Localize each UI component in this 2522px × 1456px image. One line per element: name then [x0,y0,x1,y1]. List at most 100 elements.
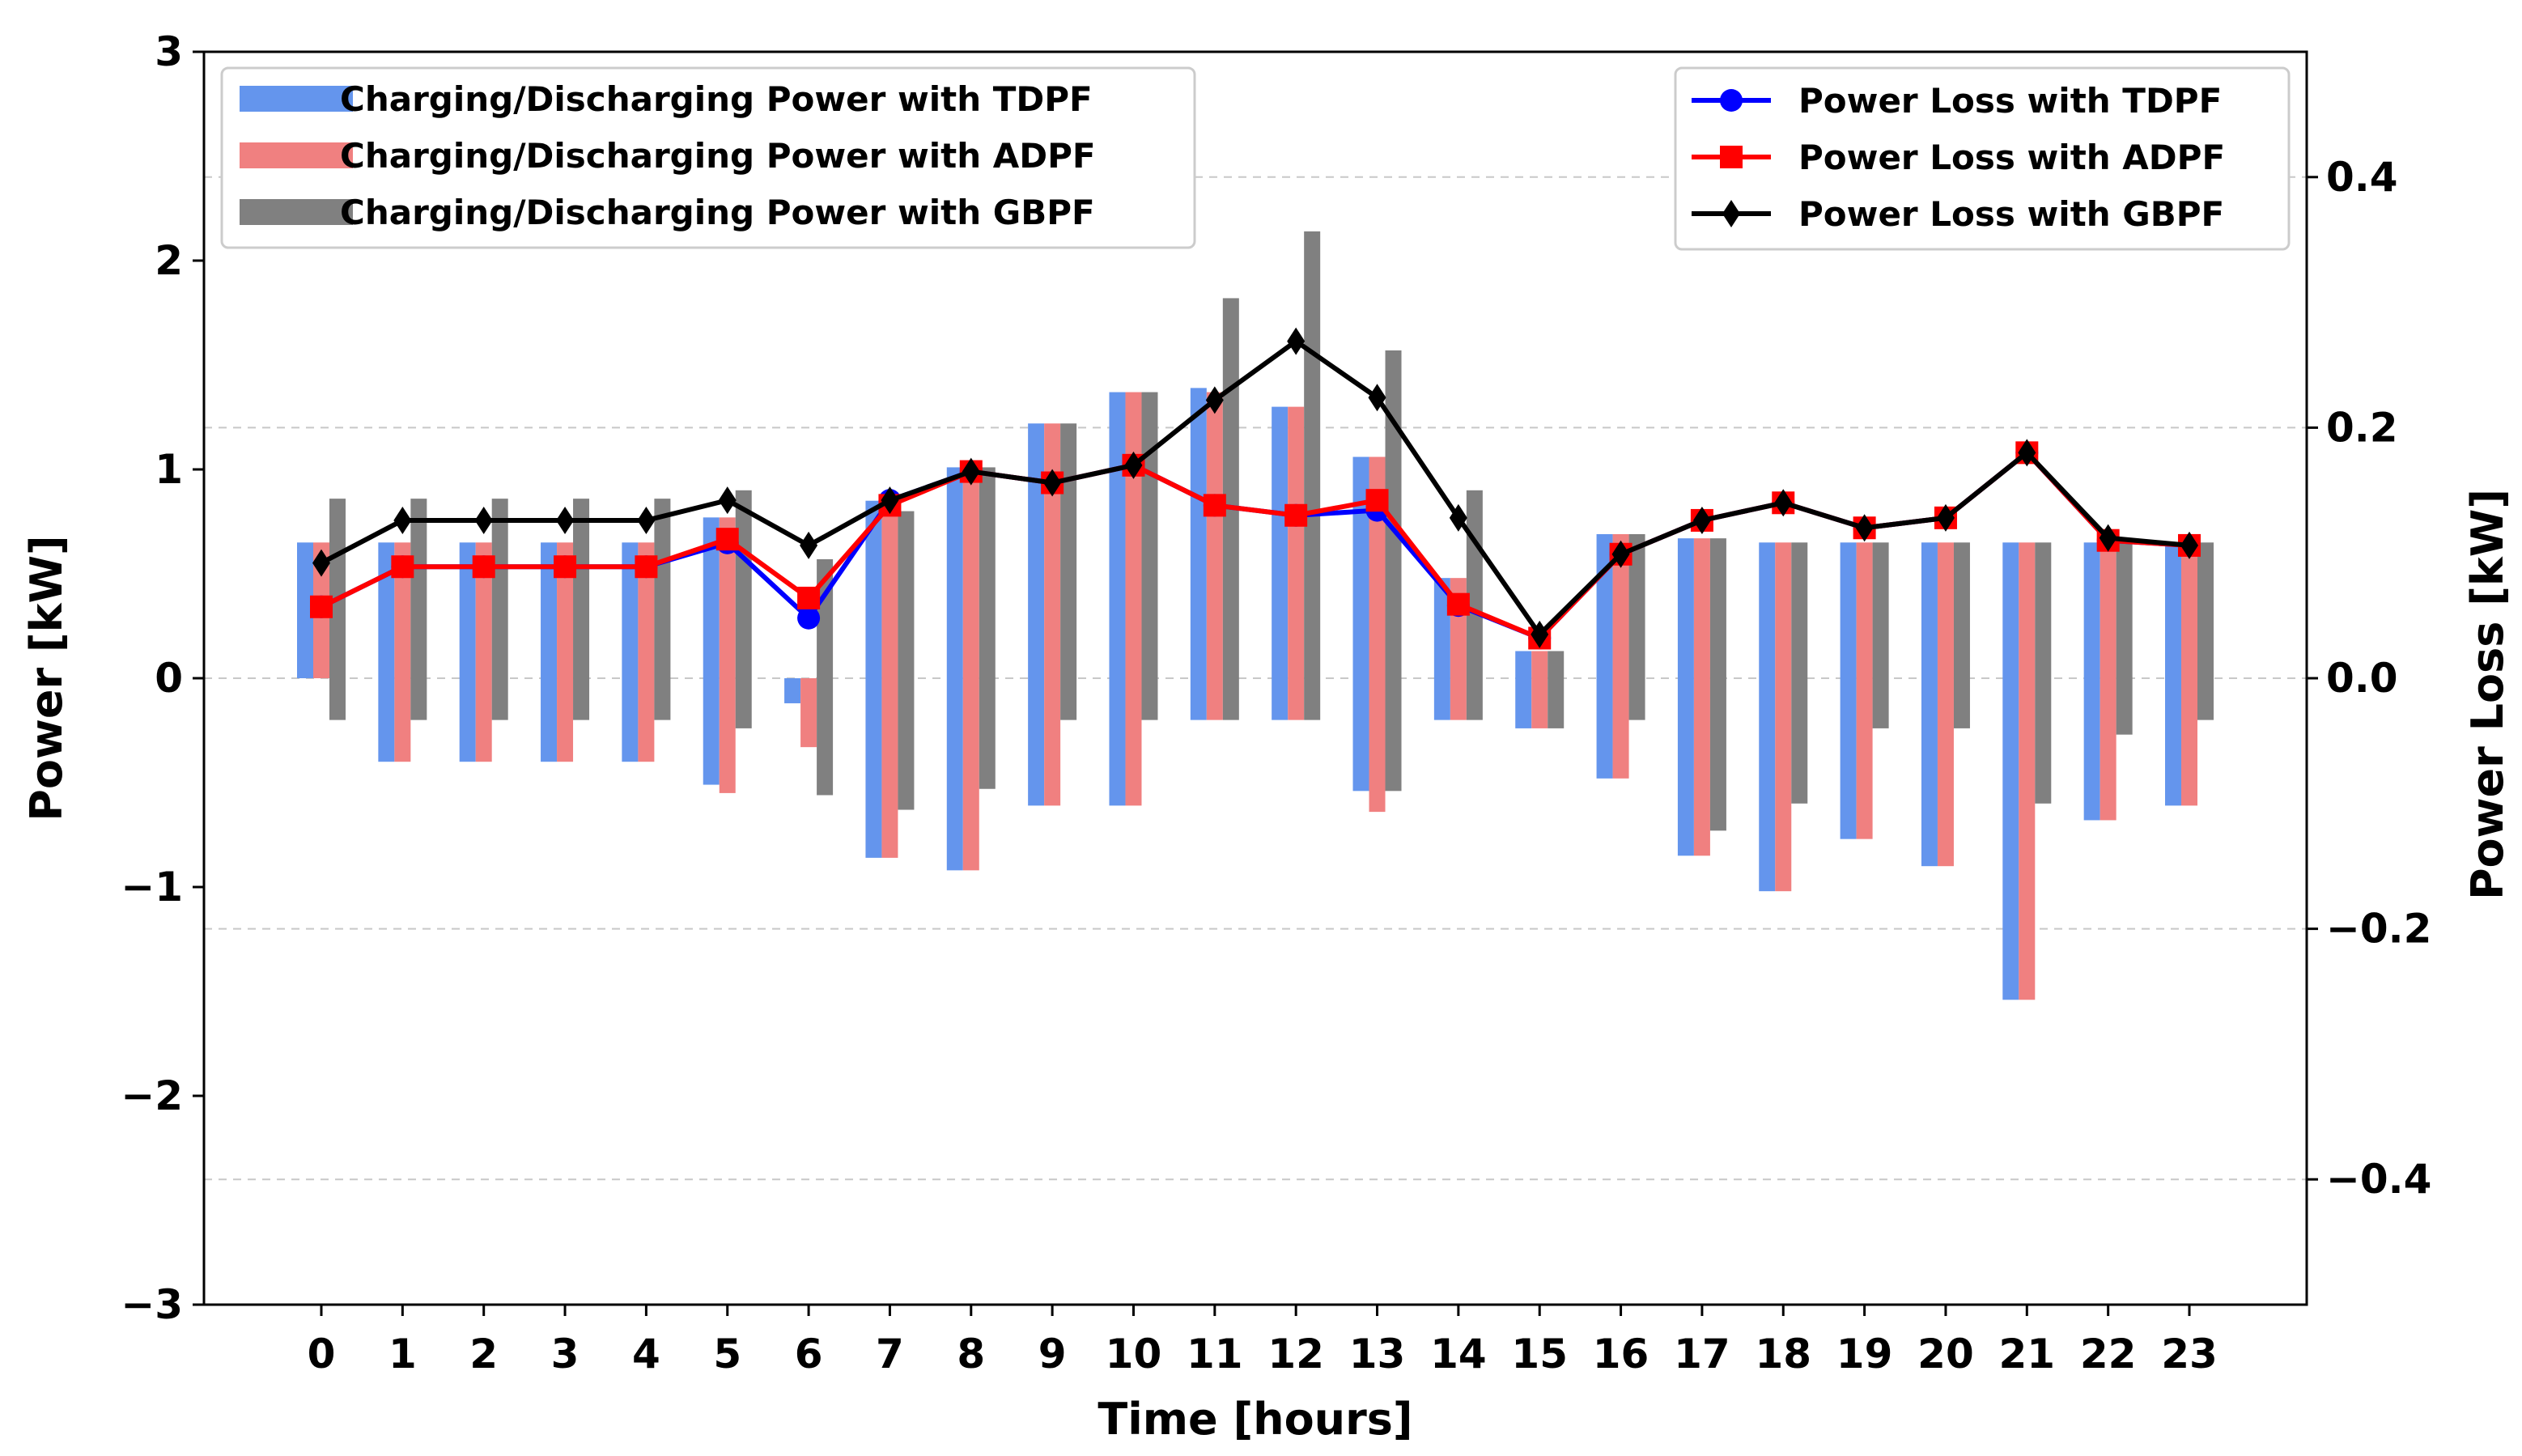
series-line [320,338,2190,637]
bar [1304,231,1321,720]
diamond-marker [2180,531,2198,559]
diamond-marker [1611,540,1630,568]
x-tick-label: 9 [1038,1331,1067,1377]
diamond-marker [1692,506,1711,534]
x-tick-label: 0 [308,1331,336,1377]
bar [1612,533,1629,779]
diamond-marker [1855,514,1874,542]
y-left-tick-label: 2 [155,237,183,284]
bar [2002,542,2019,1000]
bar [1109,392,1126,806]
y-axis-left-label: Power [kW] [21,535,72,821]
bar [1775,542,1792,892]
bar [475,542,492,762]
x-tick-label: 17 [1674,1331,1730,1377]
bar [1693,538,1710,856]
x-tick-label: 15 [1511,1331,1568,1377]
square-marker [1446,592,1470,616]
diamond-marker [1722,200,1740,227]
bar [297,542,313,678]
bar [1206,392,1223,720]
y-left-tick-label: 1 [155,446,183,493]
series-line [320,450,2190,641]
circle-marker [797,606,821,630]
diamond-marker [1124,451,1143,479]
diamond-marker [1287,327,1306,355]
diamond-marker [2018,439,2036,467]
legend-swatch [240,142,353,168]
bar [1141,392,1158,720]
square-marker [310,595,333,618]
bar [2116,542,2133,735]
bar [1044,423,1061,806]
y-left-tick-label: −2 [121,1072,183,1119]
y-right-tick-label: −0.4 [2326,1156,2431,1203]
bar-layer [297,231,2214,1000]
bar [1548,651,1565,728]
square-marker [391,555,414,579]
square-marker [635,555,658,579]
bar [1125,392,1142,806]
diamond-marker [718,486,737,515]
y-right-tick-label: 0.4 [2326,154,2398,201]
bar [1369,456,1386,813]
x-tick-label: 13 [1349,1331,1406,1377]
bar [1385,350,1402,792]
y-axis-right-label: Power Loss [kW] [2462,489,2513,900]
line-layer [310,327,2201,650]
bar [703,517,720,785]
x-tick-label: 8 [957,1331,985,1377]
square-marker [554,555,577,579]
diamond-marker [556,506,575,534]
bar [800,678,817,748]
bar [865,500,882,858]
bar [491,499,508,720]
x-tick-label: 21 [1999,1331,2056,1377]
bar [2035,542,2052,804]
y-left-tick-label: −1 [121,864,183,911]
diamond-marker [2099,524,2117,552]
legend-label: Power Loss with TDPF [1798,81,2222,121]
legend-label: Charging/Discharging Power with ADPF [340,136,1096,176]
bar [1596,533,1613,779]
diamond-marker [1205,386,1224,414]
x-tick-label: 3 [551,1331,580,1377]
bar [1433,578,1450,720]
x-tick-label: 6 [795,1331,823,1377]
bar [1840,542,1857,839]
bar [1352,456,1369,792]
y-left-tick-label: 3 [155,28,183,75]
bar [1531,651,1548,728]
x-axis-label: Time [hours] [1098,1394,1412,1445]
bar [979,467,996,789]
bar [573,499,590,720]
bar [1953,542,1970,728]
y-right-tick-label: −0.2 [2326,906,2431,953]
bar [946,467,963,871]
bar [881,500,898,858]
bar [1759,542,1776,892]
bar [898,511,915,810]
legend-label: Charging/Discharging Power with GBPF [340,193,1095,232]
legend-label: Charging/Discharging Power with TDPF [340,79,1093,119]
legend-swatch [240,199,353,225]
diamond-marker [474,506,493,534]
square-marker [1720,146,1743,168]
square-marker [472,555,495,579]
bar [394,542,411,762]
y-left-tick-label: 0 [155,655,183,702]
legend-frame [1674,66,2291,251]
legend-bars: Charging/Discharging Power with TDPF Char… [220,66,1196,249]
bar [1190,388,1207,720]
square-marker [1284,503,1308,527]
diamond-marker [637,506,656,534]
x-tick-label: 2 [469,1331,498,1377]
bar [541,542,558,762]
bar [1709,538,1726,831]
bar [1937,542,1954,867]
bar [735,490,752,728]
bar [2100,542,2117,821]
bar [378,542,395,762]
